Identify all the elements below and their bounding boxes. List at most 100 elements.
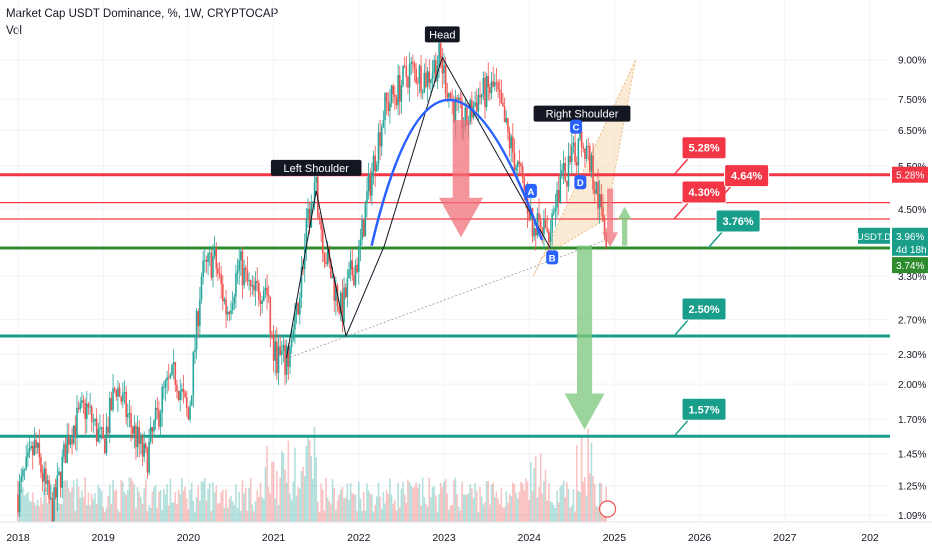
volume-bar (130, 477, 132, 522)
volume-bar (222, 489, 224, 522)
candle-body (403, 65, 406, 67)
volume-bar (533, 468, 535, 522)
candle-body (338, 306, 340, 314)
candle-body (469, 99, 472, 122)
candle-body (449, 92, 452, 100)
volume-bar (425, 503, 427, 522)
volume-bar (89, 505, 91, 522)
volume-bar (122, 482, 124, 522)
candle-body (253, 285, 255, 291)
volume-bar (90, 493, 93, 522)
candle-body (507, 118, 509, 133)
candle-body (46, 480, 49, 485)
callout-label: 4.64% (731, 171, 762, 183)
candle-body (466, 107, 468, 126)
volume-bar (453, 480, 455, 522)
volume-bar (523, 490, 526, 522)
volume-bar (466, 494, 468, 522)
candle-body (593, 189, 596, 194)
candle-body (43, 468, 46, 482)
candle-body (371, 171, 373, 196)
candle-body (231, 303, 234, 311)
annotation-bg (533, 105, 631, 122)
candle-body (197, 311, 200, 326)
candle-body (361, 219, 363, 240)
candle-body (300, 267, 303, 298)
volume-bar (510, 496, 512, 522)
volume-bar (313, 426, 316, 522)
candle-body (149, 427, 152, 442)
candle-body (380, 126, 383, 147)
candle-body (148, 441, 150, 473)
volume-bar (46, 503, 49, 522)
volume-bar (348, 499, 350, 522)
candle-body (276, 341, 278, 373)
event-icon (598, 500, 617, 518)
volume-bar (546, 500, 549, 522)
volume-bar (413, 486, 416, 522)
volume-bar (534, 455, 537, 522)
volume-bar (308, 440, 311, 522)
candle-body (151, 427, 154, 432)
candle-body (515, 167, 517, 171)
candle-body (292, 329, 295, 340)
candle-body (81, 400, 83, 403)
candle-body (261, 300, 263, 304)
candle-body (580, 131, 583, 147)
volume-bar (143, 488, 145, 522)
candle-body (353, 275, 355, 286)
candle-body (572, 142, 575, 147)
volume-bar (169, 478, 172, 522)
candle-body (199, 299, 201, 326)
volume-bars (17, 426, 608, 522)
volume-bar (266, 445, 268, 522)
candle-body (320, 218, 322, 230)
volume-bar (416, 487, 419, 522)
volume-bar (505, 491, 508, 522)
volume-bar (435, 495, 437, 522)
volume-bar (384, 503, 386, 522)
volume-bar (590, 442, 593, 522)
volume-bar (148, 504, 150, 522)
candle-body (428, 71, 431, 84)
volume-bar (423, 497, 426, 522)
volume-bar (251, 504, 254, 522)
candle-body (577, 138, 580, 166)
volume-bar (479, 486, 481, 522)
candle-body (228, 311, 231, 314)
x-tick-label: 2018 (6, 532, 30, 544)
candle-body (513, 152, 516, 171)
volume-bar (289, 493, 291, 522)
candle-body (182, 388, 185, 393)
candle-body (543, 218, 545, 235)
candle-body (600, 194, 603, 207)
volume-bar (277, 504, 280, 522)
volume-bar (107, 496, 109, 522)
candle-body (143, 443, 145, 457)
y-tick-label: 2.30% (898, 350, 926, 361)
candle-body (589, 146, 591, 172)
candle-body (244, 267, 247, 271)
candle-body (35, 440, 37, 448)
candle-body (77, 407, 80, 410)
volume-bar (371, 494, 373, 522)
volume-bar (469, 483, 472, 522)
candle-body (230, 310, 232, 314)
candle-body (99, 427, 101, 430)
callout-label: 2.50% (688, 304, 719, 316)
candle-body (58, 471, 60, 476)
volume-bar (38, 506, 41, 522)
volume-bar (377, 482, 380, 522)
candle-body (63, 444, 65, 457)
volume-bar (295, 495, 298, 522)
candle-body (376, 164, 378, 172)
volume-bar (492, 482, 494, 522)
x-tick-label: 2026 (688, 532, 712, 544)
candle-body (64, 444, 67, 463)
candle-body (544, 218, 547, 229)
candle-body (495, 82, 498, 84)
volume-bar (272, 461, 275, 522)
candle-body (579, 131, 581, 139)
volume-bar (161, 510, 163, 522)
